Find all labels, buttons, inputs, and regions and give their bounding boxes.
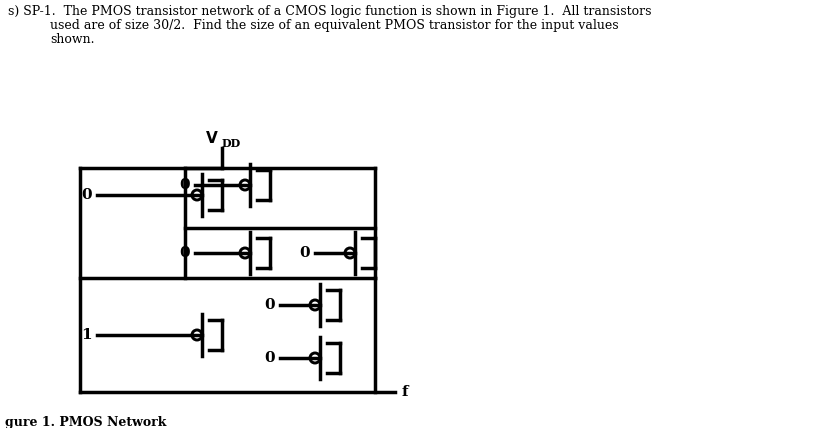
Text: DD: DD [222,138,242,149]
Text: 0: 0 [264,351,275,365]
Text: s) SP-1.  The PMOS transistor network of a CMOS logic function is shown in Figur: s) SP-1. The PMOS transistor network of … [8,5,651,18]
Text: gure 1. PMOS Network: gure 1. PMOS Network [5,416,166,428]
Text: 0: 0 [264,298,275,312]
Text: 0: 0 [180,178,190,192]
Text: 1: 1 [82,328,92,342]
Text: used are of size 30/2.  Find the size of an equivalent PMOS transistor for the i: used are of size 30/2. Find the size of … [50,19,619,32]
Text: 0: 0 [299,246,310,260]
Text: 0: 0 [180,246,190,260]
Text: f: f [402,385,409,399]
Text: $\mathbf{V}$: $\mathbf{V}$ [206,130,219,146]
Text: shown.: shown. [50,33,95,46]
Text: 0: 0 [82,188,92,202]
